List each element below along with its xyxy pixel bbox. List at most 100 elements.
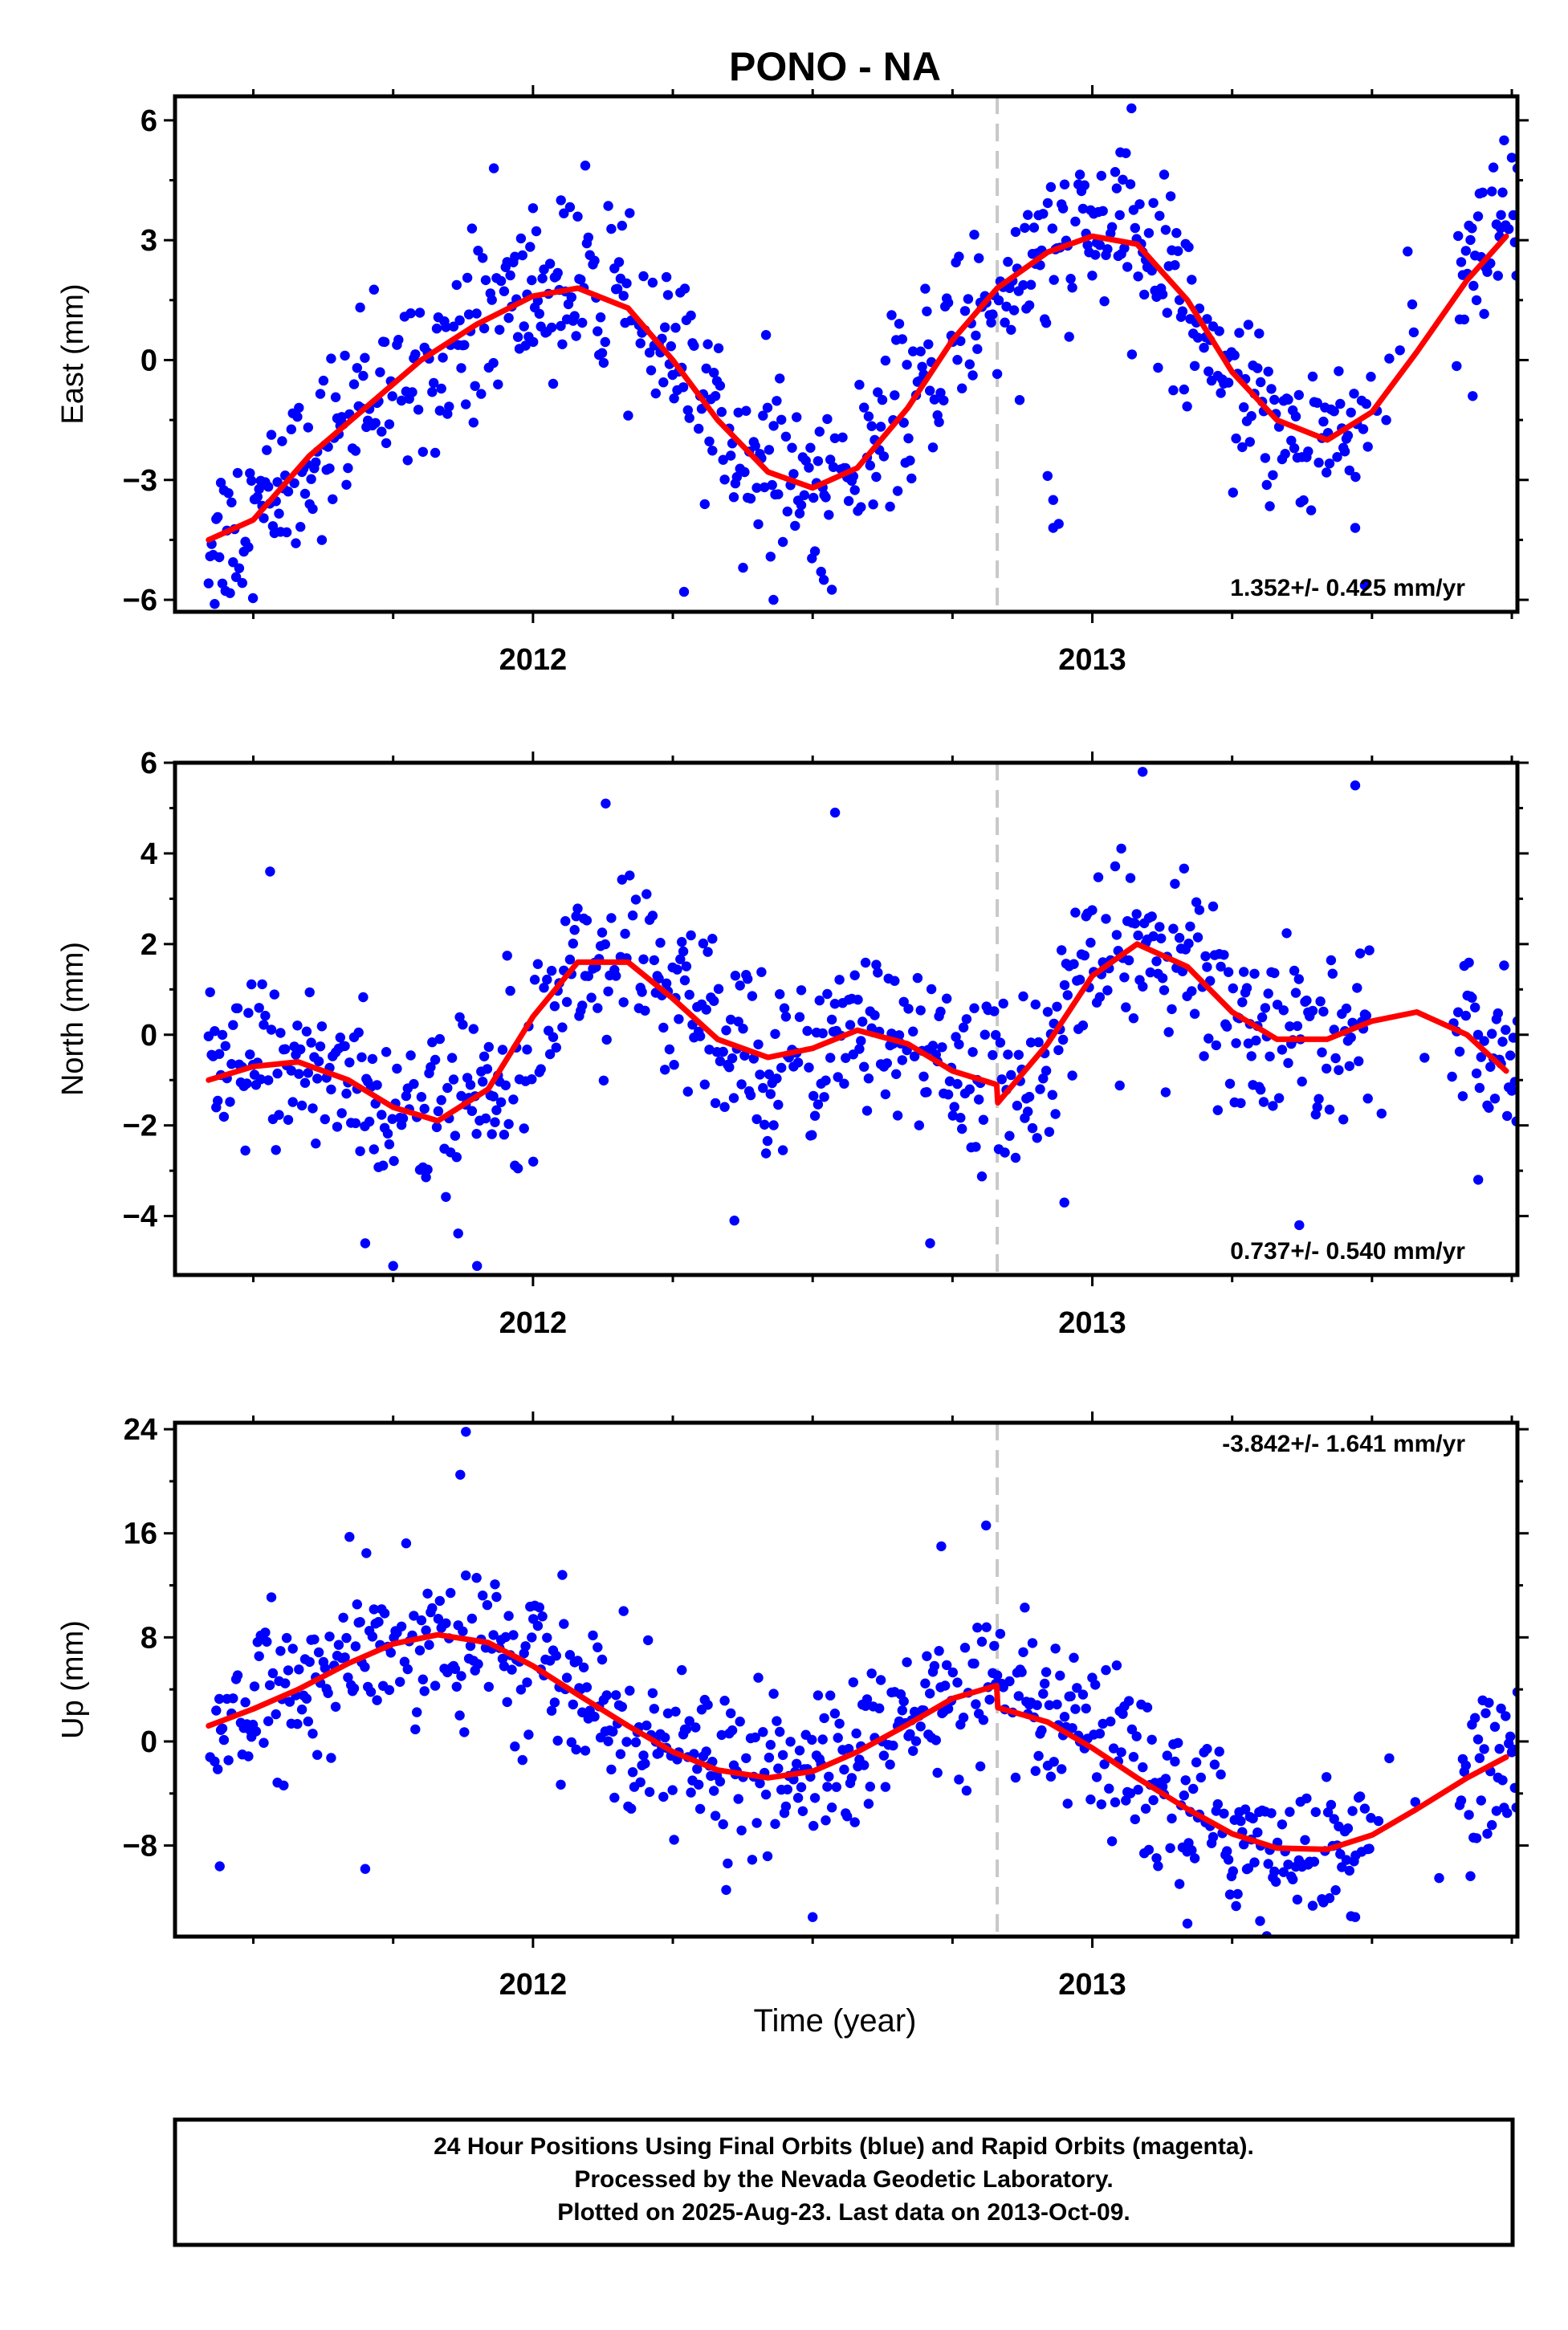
east-data-point <box>1324 458 1335 469</box>
north-data-point <box>505 985 515 996</box>
up-data-point <box>638 1750 649 1761</box>
north-data-point <box>679 975 690 986</box>
up-data-point <box>1096 1799 1107 1810</box>
north-data-point <box>1114 1080 1125 1091</box>
up-data-point <box>807 1734 817 1745</box>
up-data-point <box>777 1750 788 1761</box>
north-data-point <box>655 938 666 948</box>
north-data-point <box>1292 1020 1303 1032</box>
east-data-point <box>473 246 483 256</box>
north-data-point <box>1352 983 1362 993</box>
up-data-point <box>1223 1855 1234 1865</box>
north-data-point <box>1125 873 1136 883</box>
north-data-point <box>1159 985 1170 996</box>
north-data-point <box>1052 1001 1062 1012</box>
north-data-point <box>611 971 621 981</box>
up-data-point <box>677 1664 687 1676</box>
north-data-point <box>733 1016 743 1027</box>
north-data-point <box>1033 1037 1044 1048</box>
east-data-point <box>701 363 711 374</box>
east-data-point <box>837 432 848 442</box>
north-data-point <box>1189 1008 1200 1019</box>
east-data-point <box>589 255 600 266</box>
north-data-point <box>1489 1094 1501 1104</box>
north-data-point <box>758 1082 768 1094</box>
north-data-point <box>779 1003 790 1013</box>
up-data-point <box>733 1794 743 1804</box>
east-data-point <box>468 418 479 428</box>
up-data-point <box>214 1693 225 1705</box>
east-data-point <box>510 251 520 262</box>
up-data-point <box>1228 1866 1239 1876</box>
up-data-point <box>473 1659 483 1669</box>
east-data-point <box>1045 181 1057 193</box>
north-data-point <box>745 1090 756 1101</box>
north-data-point <box>275 1028 286 1038</box>
up-data-point <box>1464 1810 1474 1820</box>
east-data-point <box>920 283 931 294</box>
north-data-point <box>450 1130 461 1141</box>
north-data-point <box>539 983 549 993</box>
up-data-point <box>1128 1752 1139 1762</box>
up-data-point <box>527 1632 537 1643</box>
up-data-point <box>259 1737 269 1748</box>
north-data-point <box>882 1058 893 1069</box>
up-data-point <box>796 1782 807 1793</box>
up-data-point <box>1214 1746 1224 1757</box>
east-data-point <box>350 446 361 456</box>
east-data-point <box>1246 411 1256 422</box>
east-data-point <box>1305 505 1317 515</box>
up-data-point <box>1269 1866 1280 1877</box>
up-data-point <box>500 1631 511 1643</box>
north-data-point <box>817 1028 828 1039</box>
up-data-point <box>461 1570 471 1581</box>
up-data-point <box>510 1741 520 1752</box>
up-data-point <box>214 1861 225 1872</box>
east-data-point <box>792 412 802 422</box>
north-data-point <box>1185 921 1195 932</box>
east-data-point <box>822 413 833 425</box>
north-data-point <box>471 1129 482 1139</box>
up-data-point <box>1472 1734 1484 1745</box>
north-data-point <box>955 1113 966 1123</box>
east-data-point <box>865 460 876 470</box>
east-data-point <box>1014 395 1025 405</box>
footnote-line-2: Processed by the Nevada Geodetic Laborat… <box>574 2166 1113 2193</box>
east-data-point <box>583 232 593 242</box>
east-data-point <box>480 275 491 286</box>
east-data-point <box>816 566 826 577</box>
east-data-point <box>1098 206 1108 216</box>
up-data-point <box>859 1760 870 1770</box>
north-data-point <box>1133 930 1143 941</box>
east-data-point <box>621 278 632 289</box>
east-data-point <box>360 352 370 363</box>
up-data-point <box>758 1727 768 1737</box>
east-data-point <box>794 508 805 519</box>
north-data-point <box>1155 922 1165 932</box>
north-data-point <box>764 1069 775 1080</box>
up-data-point <box>1101 1664 1111 1676</box>
north-data-point <box>770 1029 780 1040</box>
north-data-point <box>287 1097 298 1107</box>
up-data-point <box>264 1680 275 1691</box>
up-data-point <box>1057 1764 1067 1774</box>
east-data-point <box>821 492 831 503</box>
east-data-point <box>898 418 909 428</box>
y-tick-label: −6 <box>123 584 157 617</box>
north-data-point <box>344 1057 355 1068</box>
footnote-line-3: Plotted on 2025-Aug-23. Last data on 201… <box>557 2199 1130 2226</box>
east-data-point <box>1359 580 1370 591</box>
up-data-point <box>902 1657 912 1668</box>
up-data-point <box>287 1644 298 1654</box>
up-data-point <box>402 1664 413 1675</box>
north-data-point <box>1208 901 1219 912</box>
east-data-point <box>1126 349 1138 360</box>
north-data-point <box>834 975 845 985</box>
east-data-point <box>1468 391 1478 401</box>
east-data-point <box>326 353 336 364</box>
east-panel: −6 −3 0 3 6 2012 2013 East (mm) 1.352+/- 0.425 m… <box>56 85 1529 677</box>
east-data-point <box>243 542 254 552</box>
east-data-point <box>340 350 350 361</box>
east-data-point <box>328 494 338 504</box>
